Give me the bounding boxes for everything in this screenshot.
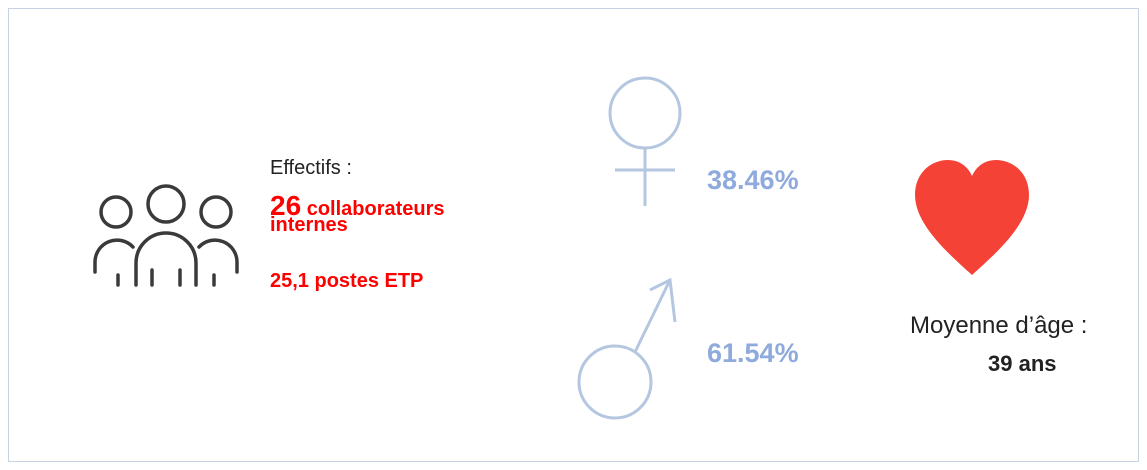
female-symbol bbox=[608, 76, 682, 206]
headcount-number: 26 bbox=[270, 190, 302, 221]
male-symbol bbox=[577, 277, 677, 420]
male-percent: 61.54% bbox=[707, 338, 799, 368]
etp: 25,1 postes ETP bbox=[270, 270, 424, 292]
headcount: 26 collaborateurs bbox=[270, 190, 445, 222]
people-icon bbox=[93, 184, 239, 287]
age-value: 39 ans bbox=[988, 351, 1057, 376]
effectifs-label: Effectifs : bbox=[270, 157, 352, 179]
headcount-text-2: internes bbox=[270, 214, 348, 236]
frame bbox=[8, 8, 1139, 462]
age-label: Moyenne d’âge : bbox=[910, 312, 1088, 339]
heart-icon bbox=[915, 160, 1029, 275]
headcount-text: collaborateurs bbox=[306, 198, 445, 220]
female-percent: 38.46% bbox=[707, 165, 799, 195]
